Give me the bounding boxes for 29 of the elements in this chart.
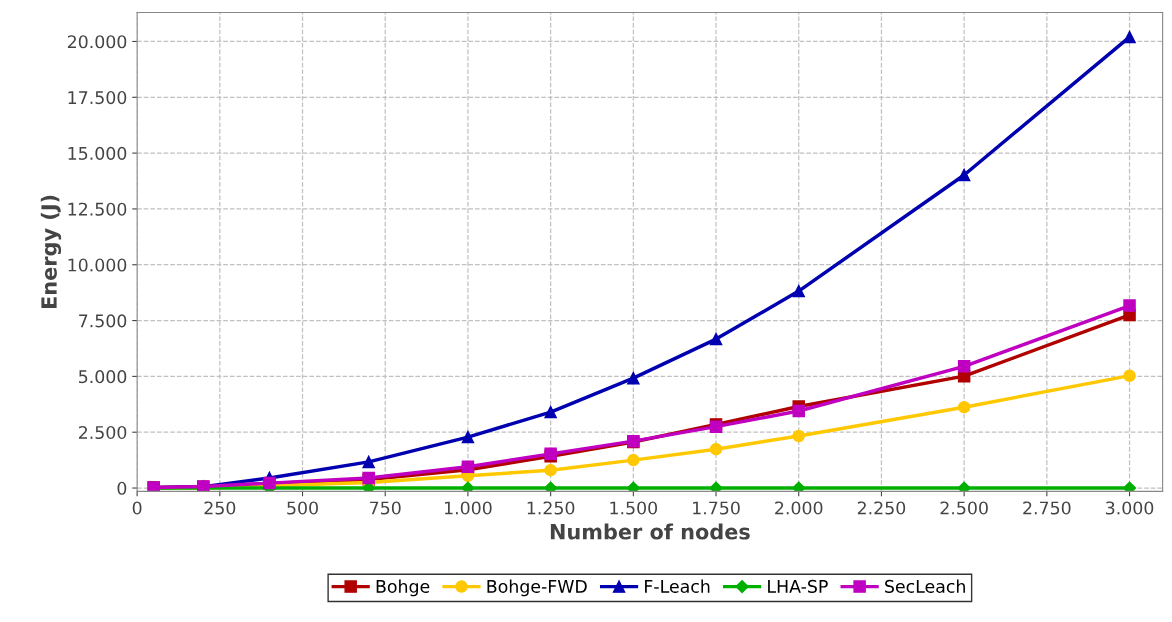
x-tick-label: 2.750 bbox=[1023, 501, 1071, 515]
legend-label: F-Leach bbox=[645, 579, 710, 593]
x-tick-label: 1.500 bbox=[610, 501, 658, 515]
legend-label: LHA-SP bbox=[768, 579, 828, 593]
y-tick-label: 2.500 bbox=[78, 425, 127, 440]
legend-label: Bohge-FWD bbox=[487, 579, 587, 597]
x-axis-title: Number of nodes bbox=[550, 523, 750, 540]
y-tick-label: 12.500 bbox=[68, 202, 127, 216]
y-tick-label: 5.000 bbox=[79, 370, 127, 384]
y-tick-label: 7.500 bbox=[79, 314, 127, 328]
y-tick-label: 10.000 bbox=[68, 258, 127, 272]
y-axis-title: Energy (J) bbox=[40, 195, 62, 308]
x-tick-label: 2.250 bbox=[857, 501, 906, 515]
y-tick-label: 15.000 bbox=[68, 146, 127, 160]
x-tick-label: 1.000 bbox=[444, 501, 492, 515]
x-tick-label: 1.250 bbox=[527, 501, 575, 515]
x-tick-label: 3.000 bbox=[1106, 501, 1154, 515]
legend-label: Bohge bbox=[376, 579, 430, 597]
x-tick-label: 1.750 bbox=[693, 501, 740, 515]
legend-label: SecLeach bbox=[885, 579, 965, 593]
y-tick-label: 20.000 bbox=[67, 35, 127, 49]
x-tick-label: 250 bbox=[204, 501, 236, 515]
x-tick-label: 500 bbox=[287, 501, 318, 515]
y-tick-label: 0 bbox=[117, 481, 127, 495]
y-tick-label: 17.500 bbox=[68, 91, 127, 105]
x-tick-label: 2.000 bbox=[775, 501, 823, 515]
x-tick-label: 750 bbox=[370, 501, 401, 515]
x-tick-label: 0 bbox=[132, 501, 142, 515]
x-tick-label: 2.500 bbox=[940, 501, 988, 515]
